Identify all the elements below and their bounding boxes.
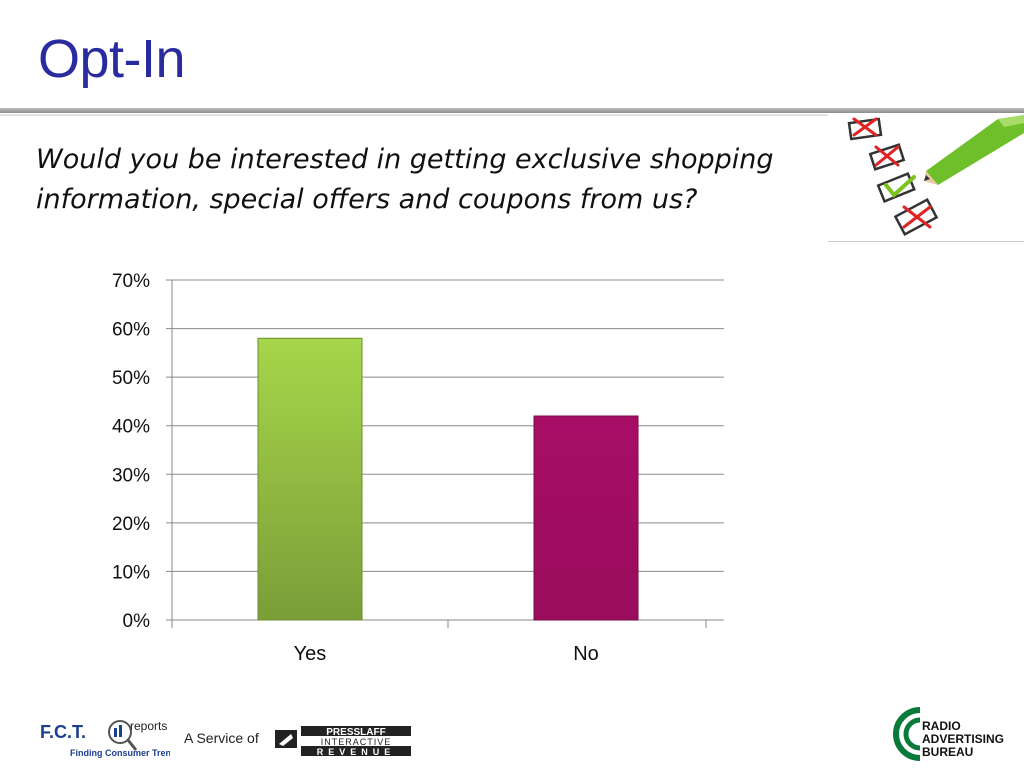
y-tick-label: 60% (112, 320, 150, 341)
bar-chart: 0% 10% 20% 30% 40% 50% 60% 70% Yes No (112, 271, 724, 665)
y-tick-label: 0% (123, 611, 151, 632)
service-of-label: A Service of (184, 730, 259, 746)
fct-logo-text: F.C.T. (40, 722, 86, 742)
fct-reports-text: reports (130, 719, 167, 733)
footer: F.C.T. reports Finding Consumer Trends A… (0, 700, 1024, 768)
fct-tagline: Finding Consumer Trends (70, 748, 170, 758)
presslaff-line1: PRESSLAFF (326, 727, 385, 738)
y-tick-label: 50% (112, 368, 150, 389)
fct-logo: F.C.T. reports Finding Consumer Trends (40, 719, 170, 758)
y-tick-label: 70% (112, 271, 150, 292)
presslaff-logo-icon: PRESSLAFF INTERACTIVE REVENUE (275, 726, 411, 757)
presslaff-line3: REVENUE (317, 747, 396, 757)
y-tick-label: 10% (112, 562, 150, 583)
y-tick-label: 40% (112, 417, 150, 438)
y-tick-label: 30% (112, 465, 150, 486)
checklist-pencil-icon (828, 113, 1024, 242)
bar-yes (257, 337, 363, 621)
rab-line2: ADVERTISING (922, 732, 1004, 746)
survey-question: Would you be interested in getting exclu… (36, 144, 774, 215)
rab-line3: BUREAU (922, 745, 973, 759)
x-category-label: No (573, 643, 599, 665)
bar-no (533, 415, 639, 621)
presslaff-line2: INTERACTIVE (321, 737, 392, 747)
rab-logo-icon: RADIO ADVERTISING BUREAU (893, 707, 1004, 761)
y-tick-label: 20% (112, 514, 150, 535)
title-divider-shadow (0, 114, 1024, 116)
x-category-label: Yes (294, 643, 327, 665)
title-divider (0, 108, 1024, 113)
rab-line1: RADIO (922, 719, 961, 733)
page-title: Opt-In (38, 29, 186, 89)
